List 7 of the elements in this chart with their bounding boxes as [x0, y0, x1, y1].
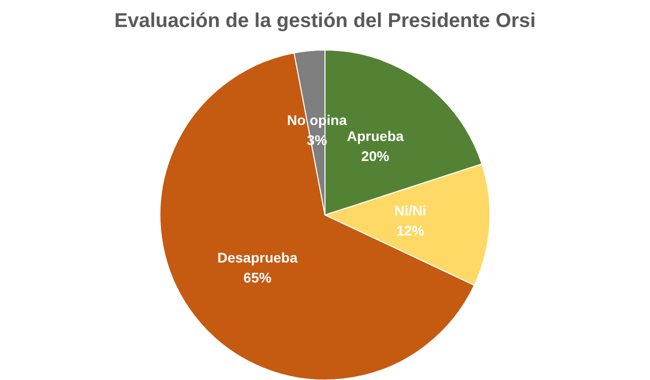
slice-label: Ni/Ni	[394, 202, 426, 218]
data-label: 12%	[396, 222, 425, 238]
data-label: 65%	[243, 269, 272, 286]
data-label: 20%	[361, 148, 390, 164]
slice-label: Aprueba	[346, 128, 404, 144]
slice-label: Desaprueba	[217, 249, 298, 266]
chart-title: Evaluación de la gestión del Presidente Orsi	[114, 10, 536, 32]
